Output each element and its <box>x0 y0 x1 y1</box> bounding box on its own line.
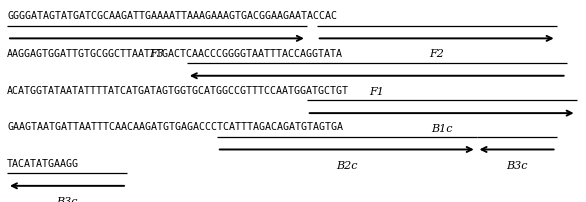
Text: B3c: B3c <box>506 161 527 171</box>
Text: F2: F2 <box>429 49 444 60</box>
Text: F3: F3 <box>149 49 164 60</box>
Text: B2c: B2c <box>336 161 357 171</box>
Text: GAAGTAATGATTAATTTCAACAAGATGTGAGACCCTCATTTAGACAGATGTAGTGA: GAAGTAATGATTAATTTCAACAAGATGTGAGACCCTCATT… <box>7 122 343 132</box>
Text: AAGGAGTGGATTGTGCGGCTTAATTTGACTCAACCCGGGGTAATTTACCAGGTATA: AAGGAGTGGATTGTGCGGCTTAATTTGACTCAACCCGGGG… <box>7 48 343 59</box>
Text: B3c: B3c <box>56 197 78 202</box>
Text: F1: F1 <box>369 87 384 97</box>
Text: GGGGATAGTATGATCGCAAGATTGAAAATTAAAGAAAGTGACGGAAGAATACCAC: GGGGATAGTATGATCGCAAGATTGAAAATTAAAGAAAGTG… <box>7 11 337 21</box>
Text: ACATGGTATAATATTTTATCATGATAGTGGTGCATGGCCGTTTCCAATGGATGCTGT: ACATGGTATAATATTTTATCATGATAGTGGTGCATGGCCG… <box>7 86 349 96</box>
Text: B1c: B1c <box>431 124 452 134</box>
Text: TACATATGAAGG: TACATATGAAGG <box>7 159 79 169</box>
